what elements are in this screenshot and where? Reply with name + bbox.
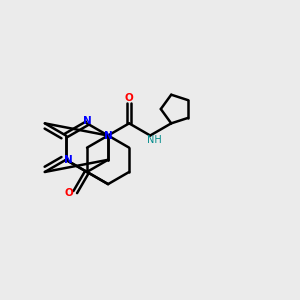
- Text: N: N: [82, 116, 91, 127]
- Text: O: O: [125, 93, 134, 103]
- Text: N: N: [64, 155, 73, 165]
- Text: O: O: [65, 188, 74, 197]
- Text: N: N: [104, 130, 112, 140]
- Text: NH: NH: [147, 135, 162, 145]
